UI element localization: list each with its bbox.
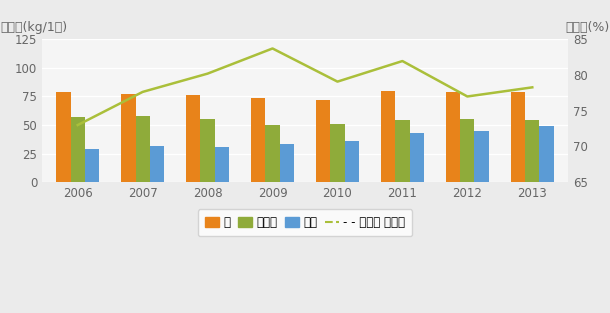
Bar — [56, 92, 71, 182]
Bar — [475, 131, 489, 182]
Bar — [121, 94, 135, 182]
Bar — [279, 145, 294, 182]
Bar — [135, 116, 150, 182]
Text: 소비량(kg/1인): 소비량(kg/1인) — [0, 21, 67, 33]
Bar — [460, 119, 475, 182]
Bar — [265, 125, 279, 182]
Bar — [316, 100, 331, 182]
Bar — [409, 133, 424, 182]
Bar — [395, 121, 409, 182]
Legend: 쌍, 수산물, 육류, - - 수산물 자급률: 쌍, 수산물, 육류, - - 수산물 자급률 — [198, 209, 412, 236]
Bar — [345, 141, 359, 182]
Bar — [381, 91, 395, 182]
Bar — [331, 124, 345, 182]
Bar — [251, 98, 265, 182]
Bar — [186, 95, 201, 182]
Text: 자급률(%): 자급률(%) — [566, 21, 610, 33]
Bar — [215, 147, 229, 182]
Bar — [85, 149, 99, 182]
Bar — [446, 92, 460, 182]
Bar — [539, 126, 554, 182]
Bar — [511, 92, 525, 182]
Bar — [525, 121, 539, 182]
Bar — [201, 119, 215, 182]
Bar — [71, 117, 85, 182]
Bar — [150, 146, 164, 182]
